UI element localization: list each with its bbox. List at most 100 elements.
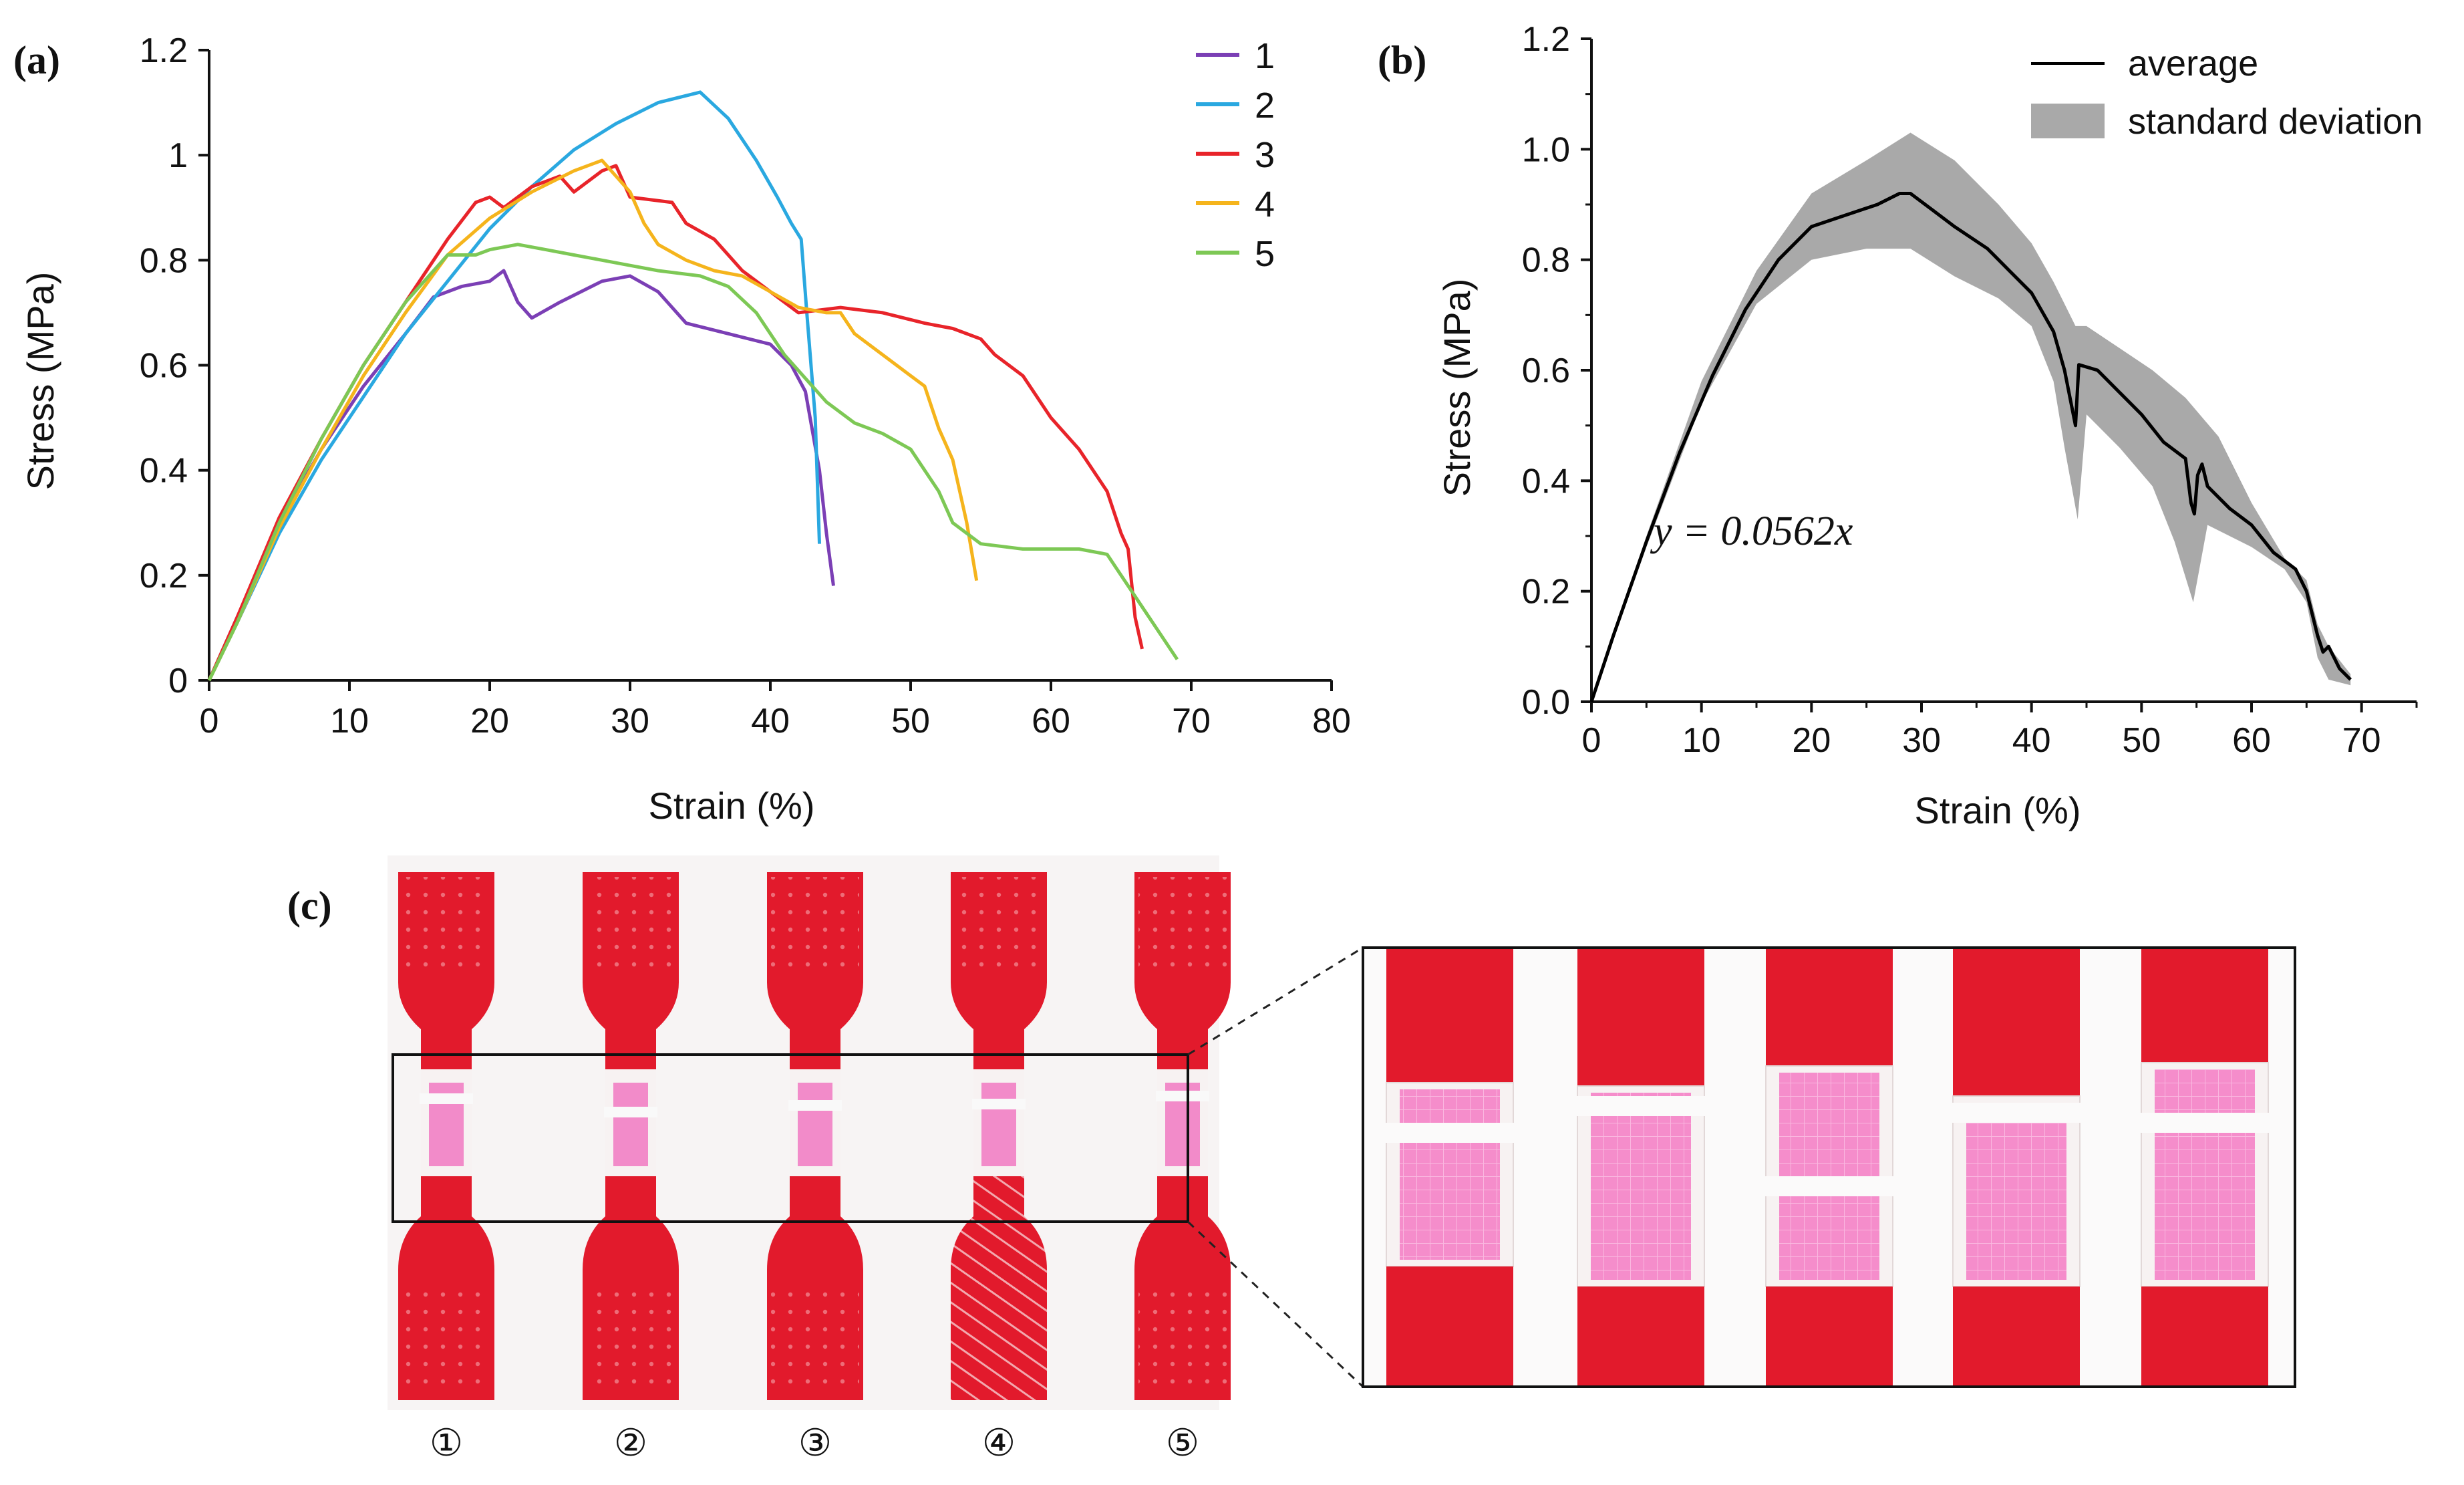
panel-a-x-tick-label: 50 [891,702,930,740]
panel-a-xlabel: Strain (%) [649,785,815,827]
zoom-top-red [1386,948,1513,1083]
average-line [1589,192,2352,702]
panel-a-series [207,90,1179,682]
zoom-top-red [1766,948,1893,1066]
panel-b-y-tick-label: 0.2 [1522,573,1570,612]
panel-b-label: (b) [1378,38,1426,82]
panel-a-label: (a) [13,38,60,82]
grip-texture [1138,1283,1227,1393]
panel-b-legend: average standard deviation [2031,43,2423,142]
zoom-specimen-4 [1950,948,2083,1387]
zoom-connector-bottom [1187,1220,1364,1388]
zoom-top-red [1577,948,1704,1086]
grip-texture [402,877,490,977]
zoom-fracture [2138,1113,2272,1133]
panel-a-y-tick-label: 0.4 [140,452,188,491]
zoom-bottom-red [1766,1287,1893,1387]
fracture-gap [604,1107,657,1117]
zoom-pink-mesh [2155,1069,2255,1280]
panel-a-y-tick-label: 1 [168,136,188,175]
series-5-line [207,243,1179,682]
series-2-line [207,90,821,682]
panel-a-x-tick-label: 70 [1172,702,1211,740]
sample-label-4: ④ [982,1422,1016,1465]
panel-b-x-tick-label: 70 [2342,721,2381,760]
sample-label-3: ③ [798,1422,832,1465]
panel-a-x-tick-label: 40 [751,702,790,740]
specimen-gauge-pink [981,1083,1016,1166]
panel-b-x-tick-label: 40 [2012,721,2051,760]
zoom-selection-box [392,1053,1189,1223]
specimen-3 [767,872,863,1400]
legend-label-4: 4 [1255,184,1275,225]
legend-std-swatch [2031,104,2105,138]
panel-b-x-tick-label: 60 [2232,721,2271,760]
panel-b-series [1589,192,2352,702]
panel-b-y-tick-label: 0.6 [1522,352,1570,390]
panel-b-y-tick-label: 1.0 [1522,130,1570,169]
std-deviation-band [1591,132,2351,702]
sample-number-labels: ① ② ③ ④ ⑤ [430,1422,1199,1465]
panel-a-ylabel: Stress (MPa) [19,272,61,491]
panel-b-ylabel: Stress (MPa) [1436,279,1478,497]
panel-a-x-tick-label: 20 [470,702,509,740]
series-4-line [207,158,979,682]
specimen-gauge-pink [798,1083,832,1166]
panel-b-y-tick-label: 0.8 [1522,241,1570,280]
panel-a-axes: 0 10 20 30 40 50 60 70 80 0 0.2 0.4 0.6 0.8 1 1.2 [140,31,1351,740]
fracture-gap [972,1099,1026,1109]
zoom-specimen-1 [1383,948,1517,1387]
panel-b-axes: 0 10 20 30 40 50 60 70 0.0 0.2 0.4 0.6 0.8 1.0 1.2 [1522,20,2418,760]
grip-texture [587,1283,675,1393]
zoom-top-red [1953,948,2080,1096]
zoom-fracture [1574,1096,1708,1116]
panel-a-x-tick-label: 60 [1032,702,1070,740]
grip-texture [587,877,675,977]
zoom-top-red [2141,948,2268,1063]
grip-texture [955,877,1043,977]
sample-label-5: ⑤ [1166,1422,1199,1465]
zoom-pink-mesh [1400,1089,1500,1260]
legend-average-label: average [2128,43,2258,84]
legend-label-1: 1 [1255,36,1275,76]
legend-label-5: 5 [1255,234,1275,274]
zoom-inset-frame [1362,946,2296,1388]
zoom-fracture [1762,1176,1896,1196]
panel-a-y-tick-label: 0.6 [140,347,188,386]
panel-a-legend: 1 2 3 4 5 [1196,36,1275,274]
panel-a-y-tick-label: 0.2 [140,557,188,595]
panel-a-x-tick-label: 80 [1312,702,1351,740]
zoom-specimen-5 [2138,948,2272,1387]
sample-label-1: ① [430,1422,463,1465]
panel-a-y-tick-label: 1.2 [140,31,188,70]
zoom-connector-top [1187,946,1364,1056]
panel-b-x-tick-label: 0 [1582,721,1601,760]
panel-b-x-tick-label: 50 [2122,721,2161,760]
zoom-specimen-3 [1762,948,1896,1387]
panel-b-std-band [1591,132,2351,702]
legend-label-3: 3 [1255,135,1275,175]
zoom-fracture [1950,1103,2083,1123]
panel-b-x-tick-label: 30 [1902,721,1941,760]
legend-label-2: 2 [1255,86,1275,126]
specimen-2 [583,872,679,1400]
panel-a-y-tick-label: 0 [168,662,188,700]
specimen-bottom-grip [951,1176,1047,1400]
specimen-gauge-pink [613,1083,648,1166]
zoom-bottom-red [1577,1287,1704,1387]
specimen-1 [398,872,494,1400]
grip-texture [771,1283,859,1393]
panel-b-xlabel: Strain (%) [1915,789,2081,831]
panel-b-y-tick-label: 0.0 [1522,683,1570,722]
panel-a-x-tick-label: 30 [611,702,649,740]
panel-a-x-tick-label: 0 [200,702,219,740]
panel-b-y-tick-label: 0.4 [1522,462,1570,501]
series-1-line [207,269,835,682]
zoom-specimen-2 [1574,948,1708,1387]
panel-c-label: (c) [287,884,332,928]
zoom-inset [1363,948,2295,1387]
grip-texture [771,877,859,977]
legend-std-label: standard deviation [2128,102,2423,142]
zoom-bottom-red [1386,1266,1513,1387]
